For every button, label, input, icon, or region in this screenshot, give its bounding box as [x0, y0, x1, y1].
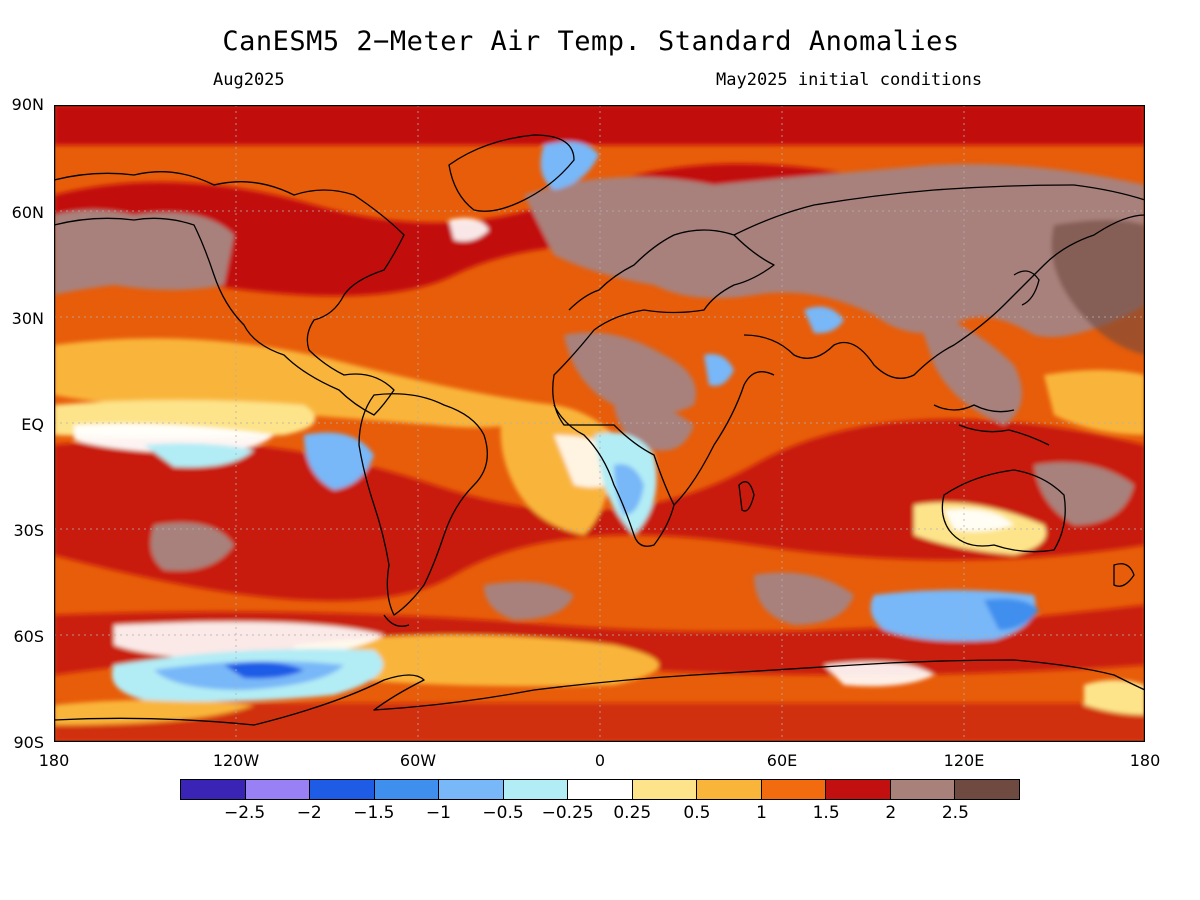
colorbar-label: 0.5 [683, 803, 711, 823]
colorbar-swatch [826, 780, 891, 799]
colorbar-swatch [181, 780, 246, 799]
lat-label-60s: 60S [13, 627, 44, 646]
colorbar-label: −0.25 [541, 803, 594, 823]
colorbar-swatch [374, 780, 440, 799]
colorbar-label: 2 [885, 803, 897, 823]
coastlines [54, 134, 1145, 726]
colorbar-swatch [761, 780, 827, 799]
lat-label-90n: 90N [11, 95, 44, 114]
colorbar-label: −0.5 [482, 803, 524, 823]
colorbar-label: 1.5 [812, 803, 840, 823]
colorbar-label: −1 [425, 803, 451, 823]
colorbar-label: −2 [296, 803, 322, 823]
colorbar-swatch [890, 780, 956, 799]
lat-label-30s: 30S [13, 521, 44, 540]
colorbar-label: −2.5 [223, 803, 266, 823]
colorbar-swatch [245, 780, 311, 799]
lon-label-120e: 120E [943, 751, 985, 770]
target-month-label: Aug2025 [213, 70, 285, 90]
lat-label-30n: 30N [11, 309, 44, 328]
lon-label-180w: 180 [38, 751, 70, 770]
lon-label-120w: 120W [212, 751, 260, 770]
anomaly-map-canvas [54, 105, 1145, 742]
anomaly-field [54, 105, 1145, 742]
lon-label-0: 0 [594, 751, 606, 770]
colorbar-swatch [568, 780, 633, 799]
colorbar-swatch [310, 780, 375, 799]
colorbar-label: −1.5 [353, 803, 395, 823]
colorbar-label: 2.5 [941, 803, 969, 823]
colorbar-swatch [955, 780, 1019, 799]
colorbar-label: 0.25 [613, 803, 652, 823]
lat-label-eq: EQ [21, 415, 44, 434]
lon-label-180e: 180 [1129, 751, 1161, 770]
init-conditions-label: May2025 initial conditions [716, 70, 983, 90]
colorbar-swatch [503, 780, 569, 799]
lat-label-90s: 90S [13, 733, 44, 752]
anomaly-map [54, 105, 1145, 742]
colorbar-swatch [439, 780, 504, 799]
map-frame [54, 105, 1145, 742]
lat-label-60n: 60N [11, 203, 44, 222]
colorbar-swatch [632, 780, 698, 799]
map-title: CanESM5 2−Meter Air Temp. Standard Anoma… [222, 26, 960, 57]
colorbar-swatch [697, 780, 762, 799]
colorbar [180, 779, 1020, 800]
lon-label-60w: 60W [399, 751, 437, 770]
map-gridlines [54, 105, 1145, 742]
lon-label-60e: 60E [766, 751, 798, 770]
colorbar-label: 1 [756, 803, 767, 823]
